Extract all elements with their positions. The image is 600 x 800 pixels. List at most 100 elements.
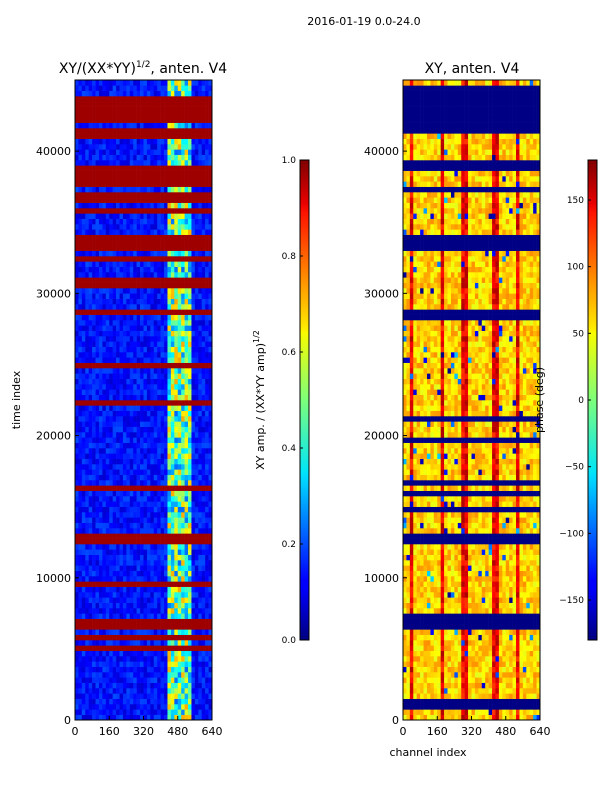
heatmap-cell — [188, 581, 192, 587]
heatmap-cell — [164, 565, 168, 571]
heatmap-cell — [81, 592, 86, 598]
heatmap-cell — [174, 458, 179, 465]
heatmap-cell — [109, 117, 113, 123]
heatmap-cell — [205, 704, 209, 710]
heatmap-cell — [157, 245, 161, 251]
heatmap-cell — [136, 266, 141, 273]
heatmap-cell — [119, 320, 124, 326]
heatmap-cell — [167, 240, 172, 246]
heatmap-cell — [170, 224, 175, 230]
heatmap-cell — [109, 634, 113, 641]
heatmap-cell — [136, 368, 141, 374]
heatmap-cell — [98, 565, 103, 571]
heatmap-cell — [116, 320, 120, 326]
heatmap-cell — [105, 501, 110, 507]
heatmap-cell — [208, 677, 213, 683]
heatmap-cell — [95, 581, 100, 587]
heatmap-cell — [102, 368, 107, 374]
heatmap-cell — [98, 709, 103, 715]
heatmap-cell — [184, 698, 189, 705]
heatmap-cell — [109, 560, 113, 566]
heatmap-cell — [188, 560, 192, 566]
heatmap-cell — [146, 106, 151, 113]
heatmap-cell — [177, 565, 182, 571]
heatmap-cell — [143, 229, 148, 235]
heatmap-cell — [157, 282, 161, 289]
heatmap-cell — [95, 304, 100, 310]
heatmap-cell — [146, 144, 151, 150]
heatmap-cell — [102, 405, 107, 411]
heatmap-cell — [88, 245, 93, 251]
heatmap-cell — [194, 554, 199, 561]
heatmap-cell — [184, 634, 189, 641]
heatmap-cell — [181, 336, 185, 342]
heatmap-cell — [174, 176, 179, 182]
heatmap-cell — [81, 112, 86, 118]
heatmap-cell — [129, 640, 134, 646]
heatmap-cell — [157, 368, 161, 374]
heatmap-cell — [167, 325, 172, 331]
heatmap-cell — [95, 128, 100, 134]
heatmap-cell — [133, 512, 137, 518]
heatmap-cell — [201, 304, 206, 310]
heatmap-cell — [119, 357, 124, 363]
heatmap-cell — [170, 608, 175, 614]
heatmap-cell — [92, 549, 96, 555]
heatmap-cell — [146, 309, 151, 315]
heatmap-cell — [208, 469, 213, 475]
heatmap-cell — [201, 453, 206, 459]
heatmap-cell — [164, 688, 168, 694]
heatmap-cell — [208, 480, 213, 486]
heatmap-cell — [136, 570, 141, 577]
heatmap-cell — [194, 266, 199, 273]
heatmap-cell — [177, 512, 182, 518]
heatmap-cell — [201, 666, 206, 673]
heatmap-cell — [433, 698, 438, 705]
heatmap-cell — [95, 202, 100, 209]
heatmap-cell — [201, 293, 206, 299]
heatmap-cell — [116, 469, 120, 475]
heatmap-cell — [95, 197, 100, 203]
heatmap-cell — [488, 709, 493, 715]
heatmap-cell — [164, 661, 168, 667]
heatmap-cell — [88, 181, 93, 187]
heatmap-cell — [170, 154, 175, 161]
heatmap-cell — [136, 218, 141, 225]
heatmap-cell — [95, 106, 100, 113]
heatmap-cell — [92, 565, 96, 571]
heatmap-cell — [119, 586, 124, 593]
heatmap-cell — [95, 453, 100, 459]
colorbar-tick-label: 0.2 — [282, 540, 296, 550]
heatmap-cell — [116, 496, 120, 502]
heatmap-cell — [92, 85, 96, 91]
heatmap-cell — [140, 106, 144, 113]
heatmap-cell — [75, 256, 79, 262]
heatmap-cell — [160, 128, 165, 134]
heatmap-cell — [102, 608, 107, 614]
heatmap-cell — [140, 682, 144, 689]
heatmap-cell — [153, 186, 158, 193]
heatmap-cell — [136, 362, 141, 369]
heatmap-cell — [112, 304, 117, 310]
heatmap-cell — [181, 586, 185, 593]
heatmap-cell — [78, 474, 83, 481]
heatmap-cell — [126, 453, 131, 459]
heatmap-cell — [184, 426, 189, 433]
heatmap-cell — [92, 256, 96, 262]
heatmap-cell — [92, 160, 96, 166]
heatmap-cell — [109, 277, 113, 283]
heatmap-cell — [146, 602, 151, 609]
heatmap-cell — [112, 90, 117, 97]
heatmap-cell — [81, 533, 86, 539]
heatmap-cell — [194, 453, 199, 459]
heatmap-cell — [157, 661, 161, 667]
heatmap-cell — [126, 389, 131, 395]
heatmap-cell — [143, 554, 148, 561]
heatmap-cell — [143, 245, 148, 251]
heatmap-cell — [153, 309, 158, 315]
heatmap-cell — [133, 517, 137, 523]
heatmap-cell — [208, 400, 213, 406]
heatmap-cell — [184, 544, 189, 550]
heatmap-cell — [75, 85, 79, 91]
heatmap-cell — [143, 128, 148, 134]
